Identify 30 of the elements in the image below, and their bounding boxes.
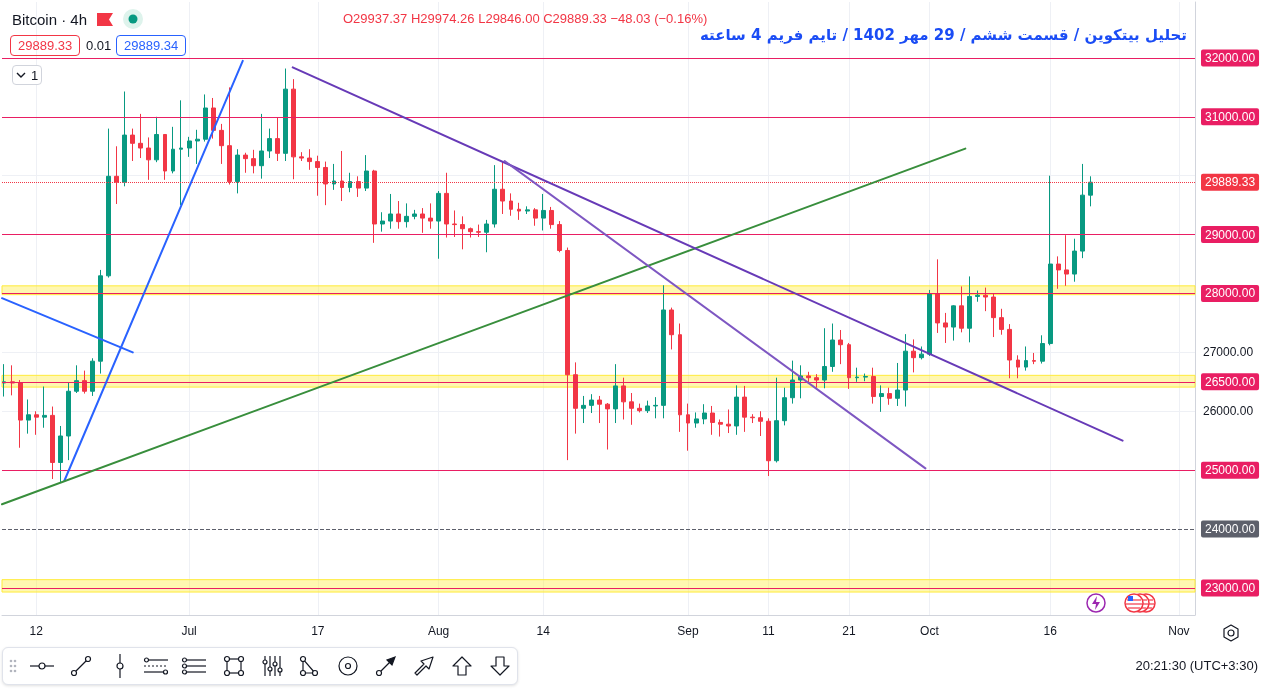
annotation: O29937.37 H29974.26 L29846.00 C29889.33 −48.03 (−0.16%) <box>343 11 708 26</box>
ref-line-label: 24000.00 <box>1205 522 1256 537</box>
ref-line-label: 25000.00 <box>1205 463 1256 478</box>
x-tick-label: Sep <box>677 624 700 638</box>
x-tick-label: Aug <box>427 624 450 638</box>
annotation: 29889.33 <box>18 38 73 53</box>
text: 20:21:30 (UTC+3:30) <box>1135 658 1258 673</box>
x-tick-label: 21 <box>842 624 856 638</box>
ref-line-label: 32000.00 <box>1205 50 1256 65</box>
ref-line-label: 29000.00 <box>1205 227 1256 242</box>
text: تحلیل بیتکوین / قسمت ششم / 29 مهر 1402 / تایم فریم 4 ساعته <box>700 26 1187 44</box>
ref-line-label: 29889.33 <box>1205 175 1256 190</box>
x-tick-label: 16 <box>1043 624 1058 638</box>
ref-line-label: 28000.00 <box>1205 286 1256 301</box>
y-tick-label: 27000.00 <box>1203 345 1254 360</box>
annotation: 29889.34 <box>124 38 179 53</box>
x-tick-label: 11 <box>762 624 776 638</box>
x-tick-label: 12 <box>29 624 44 638</box>
ref-line-label: 23000.00 <box>1205 580 1256 595</box>
annotation: 0.01 <box>86 38 112 53</box>
x-tick-label: Oct <box>920 624 940 638</box>
y-tick-label: 26000.00 <box>1203 404 1254 419</box>
text: Bitcoin · 4h <box>12 10 88 28</box>
x-tick-label: 14 <box>536 624 551 638</box>
annotation: 1 <box>30 67 39 83</box>
x-tick-label: 17 <box>311 624 325 638</box>
x-tick-label: Nov <box>1168 624 1190 638</box>
x-tick-label: Jul <box>181 624 197 638</box>
ref-line-label: 31000.00 <box>1205 109 1256 124</box>
ref-line-label: 26500.00 <box>1205 374 1256 389</box>
